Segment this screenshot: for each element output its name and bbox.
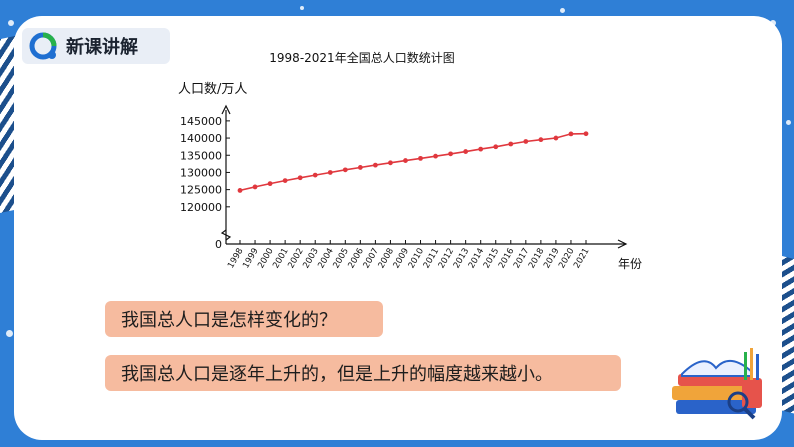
- data-point: [282, 178, 288, 183]
- data-point: [312, 172, 318, 178]
- data-point: [553, 135, 559, 141]
- data-point: [252, 184, 258, 190]
- data-point: [297, 175, 303, 181]
- series-line: [239, 132, 587, 192]
- data-point: [418, 155, 423, 161]
- y-tick-label: 125000: [180, 184, 222, 197]
- question-box: 我国总人口是怎样变化的？: [105, 301, 383, 337]
- data-point: [583, 131, 589, 137]
- data-point: [433, 153, 438, 159]
- y-axis-arrow-icon: [221, 104, 231, 115]
- data-point: [388, 160, 393, 166]
- population-line-chart: 1998-2021年全国总人口数统计图 人口数/万人 年份 145000 1400…: [178, 50, 642, 271]
- x-axis-arrow-icon: [617, 239, 628, 249]
- books-illustration-icon: [672, 348, 770, 421]
- data-point: [478, 146, 484, 152]
- population-series: [237, 131, 589, 193]
- data-point: [267, 181, 273, 187]
- y-tick-label: 130000: [180, 166, 222, 179]
- snow-dot: [300, 6, 304, 10]
- data-point: [357, 165, 363, 170]
- section-header: 新课讲解: [22, 28, 170, 64]
- data-point: [237, 188, 243, 193]
- y-tick-label: 145000: [180, 115, 222, 128]
- chart-axes: [220, 104, 628, 249]
- y-tick-labels: 145000 140000 135000 130000 125000 120000 0: [180, 115, 230, 251]
- snow-dot: [8, 20, 14, 26]
- question-text: 我国总人口是怎样变化的？: [121, 310, 337, 331]
- section-title: 新课讲解: [66, 37, 138, 58]
- y-tick-label: 135000: [180, 149, 222, 162]
- y-tick-label: 140000: [180, 132, 222, 145]
- data-point: [493, 144, 499, 150]
- data-point: [327, 170, 333, 175]
- data-point: [403, 158, 408, 163]
- data-point: [568, 131, 574, 137]
- y-axis-break-mark: [220, 229, 232, 241]
- y-tick-label: 120000: [180, 201, 222, 214]
- data-point: [508, 141, 514, 147]
- data-point: [372, 162, 378, 168]
- y-tick-label: 0: [215, 238, 222, 251]
- x-tick-labels: 1998199920002001200220032004200520062007…: [226, 240, 592, 271]
- y-axis-label: 人口数/万人: [178, 82, 247, 97]
- answer-text: 我国总人口是逐年上升的，但是上升的幅度越来越小。: [121, 364, 553, 385]
- data-point: [342, 167, 348, 173]
- snow-dot: [560, 8, 565, 13]
- data-point: [538, 137, 544, 143]
- snow-dot: [6, 330, 13, 337]
- x-tick-label: 2021: [572, 247, 591, 271]
- data-point: [448, 151, 454, 157]
- answer-box: 我国总人口是逐年上升的，但是上升的幅度越来越小。: [105, 355, 621, 391]
- data-point: [523, 139, 529, 144]
- snow-dot: [786, 120, 791, 125]
- data-point: [463, 149, 469, 154]
- chart-title: 1998-2021年全国总人口数统计图: [269, 50, 454, 65]
- x-axis-label: 年份: [618, 257, 642, 271]
- logo-icon: [29, 32, 57, 60]
